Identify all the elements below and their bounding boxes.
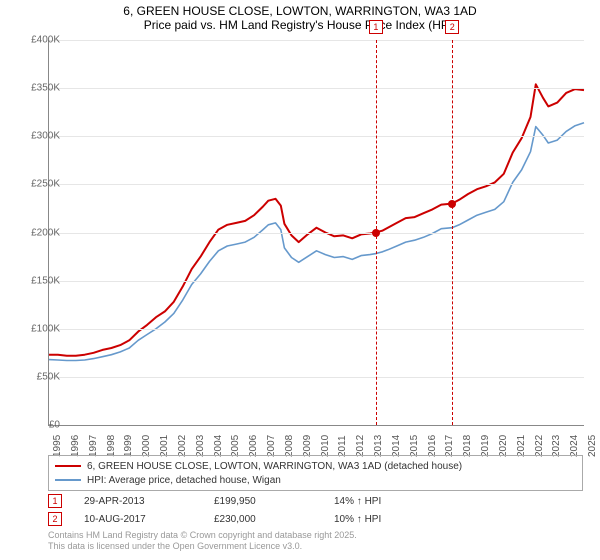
- legend-box: 6, GREEN HOUSE CLOSE, LOWTON, WARRINGTON…: [48, 455, 583, 491]
- legend-swatch-2: [55, 479, 81, 481]
- sale-marker-2: 2: [48, 512, 62, 526]
- x-axis-label: 2000: [141, 435, 152, 457]
- footer-text: Contains HM Land Registry data © Crown c…: [48, 530, 357, 553]
- legend-swatch-1: [55, 465, 81, 467]
- legend-item: 6, GREEN HOUSE CLOSE, LOWTON, WARRINGTON…: [55, 459, 576, 473]
- y-axis-label: £200K: [10, 227, 60, 238]
- x-axis-label: 1995: [52, 435, 63, 457]
- gridline: [49, 88, 584, 89]
- gridline: [49, 40, 584, 41]
- marker-line-2: [452, 40, 453, 425]
- x-axis-label: 2018: [462, 435, 473, 457]
- sale-date-2: 10-AUG-2017: [84, 514, 214, 525]
- gridline: [49, 136, 584, 137]
- x-axis-label: 2002: [177, 435, 188, 457]
- x-axis-label: 2013: [373, 435, 384, 457]
- x-axis-label: 2006: [248, 435, 259, 457]
- y-axis-label: £350K: [10, 83, 60, 94]
- series-line-price_paid: [49, 84, 584, 355]
- x-axis-label: 2022: [534, 435, 545, 457]
- chart-container: 6, GREEN HOUSE CLOSE, LOWTON, WARRINGTON…: [0, 0, 600, 560]
- y-axis-label: £50K: [10, 371, 60, 382]
- gridline: [49, 281, 584, 282]
- x-axis-label: 2019: [480, 435, 491, 457]
- y-axis-label: £250K: [10, 179, 60, 190]
- x-axis-label: 1996: [70, 435, 81, 457]
- gridline: [49, 329, 584, 330]
- y-axis-label: £300K: [10, 131, 60, 142]
- x-axis-label: 2023: [551, 435, 562, 457]
- legend-label-1: 6, GREEN HOUSE CLOSE, LOWTON, WARRINGTON…: [87, 461, 462, 472]
- marker-dot-2: [448, 200, 456, 208]
- series-line-hpi: [49, 123, 584, 361]
- x-axis-label: 2003: [195, 435, 206, 457]
- x-axis-label: 2024: [569, 435, 580, 457]
- x-axis-label: 2001: [159, 435, 170, 457]
- x-axis-label: 1998: [106, 435, 117, 457]
- x-axis-label: 2014: [391, 435, 402, 457]
- y-axis-label: £0: [10, 420, 60, 431]
- sale-hpi-1: 14% ↑ HPI: [334, 496, 381, 507]
- x-axis-label: 2021: [516, 435, 527, 457]
- title-line-1: 6, GREEN HOUSE CLOSE, LOWTON, WARRINGTON…: [0, 4, 600, 18]
- gridline: [49, 184, 584, 185]
- x-axis-label: 2007: [266, 435, 277, 457]
- x-axis-label: 2016: [427, 435, 438, 457]
- x-axis-label: 2009: [302, 435, 313, 457]
- title-line-2: Price paid vs. HM Land Registry's House …: [0, 18, 600, 32]
- x-axis-label: 2011: [337, 435, 348, 457]
- sale-row: 2 10-AUG-2017 £230,000 10% ↑ HPI: [48, 510, 583, 528]
- title-block: 6, GREEN HOUSE CLOSE, LOWTON, WARRINGTON…: [0, 0, 600, 32]
- x-axis-label: 2005: [230, 435, 241, 457]
- x-axis-label: 2025: [587, 435, 598, 457]
- x-axis-label: 2004: [213, 435, 224, 457]
- y-axis-label: £150K: [10, 275, 60, 286]
- x-axis-label: 1999: [123, 435, 134, 457]
- x-axis-label: 2015: [409, 435, 420, 457]
- sale-price-2: £230,000: [214, 514, 334, 525]
- sale-date-1: 29-APR-2013: [84, 496, 214, 507]
- x-axis-label: 2017: [444, 435, 455, 457]
- marker-label-2: 2: [445, 20, 459, 34]
- legend-item: HPI: Average price, detached house, Wiga…: [55, 473, 576, 487]
- x-axis-label: 2010: [320, 435, 331, 457]
- footer-line-1: Contains HM Land Registry data © Crown c…: [48, 530, 357, 541]
- sale-table: 1 29-APR-2013 £199,950 14% ↑ HPI 2 10-AU…: [48, 492, 583, 528]
- gridline: [49, 377, 584, 378]
- x-axis-label: 2020: [498, 435, 509, 457]
- sale-hpi-2: 10% ↑ HPI: [334, 514, 381, 525]
- sale-marker-1: 1: [48, 494, 62, 508]
- sale-row: 1 29-APR-2013 £199,950 14% ↑ HPI: [48, 492, 583, 510]
- gridline: [49, 233, 584, 234]
- y-axis-label: £100K: [10, 323, 60, 334]
- sale-price-1: £199,950: [214, 496, 334, 507]
- x-axis-label: 2008: [284, 435, 295, 457]
- marker-label-1: 1: [369, 20, 383, 34]
- marker-dot-1: [372, 229, 380, 237]
- chart-plot-area: 1995199619971998199920002001200220032004…: [48, 40, 584, 426]
- x-axis-label: 1997: [88, 435, 99, 457]
- legend-label-2: HPI: Average price, detached house, Wiga…: [87, 475, 281, 486]
- y-axis-label: £400K: [10, 35, 60, 46]
- x-axis-label: 2012: [355, 435, 366, 457]
- footer-line-2: This data is licensed under the Open Gov…: [48, 541, 357, 552]
